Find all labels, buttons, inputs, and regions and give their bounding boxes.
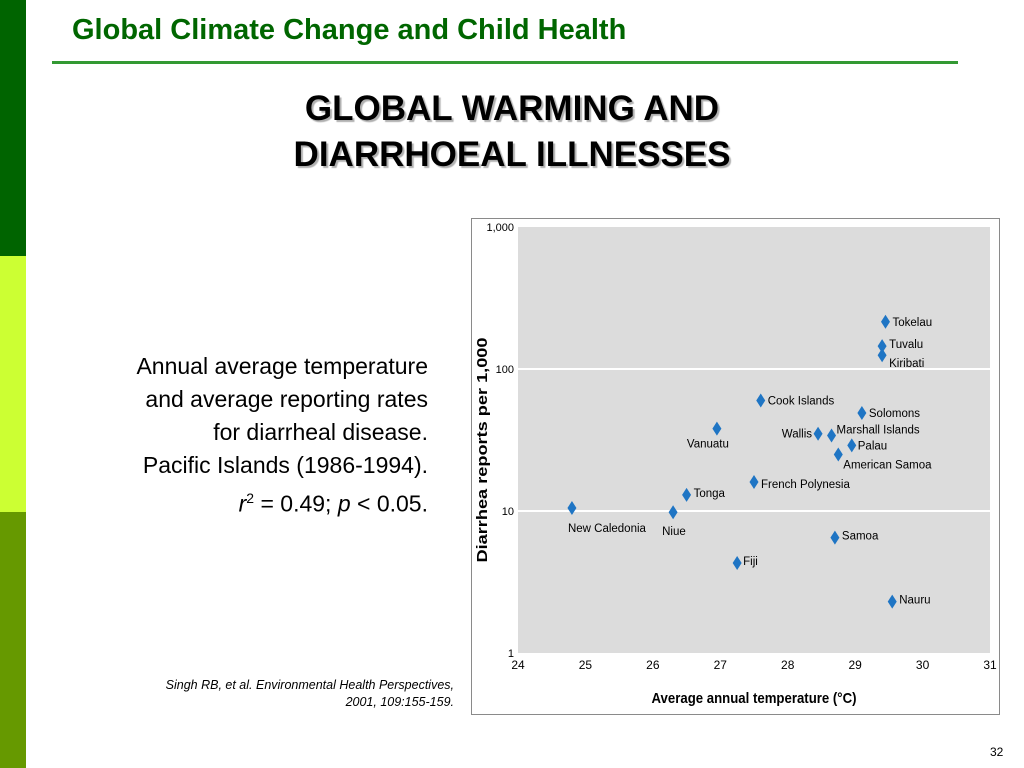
description-line4: Pacific Islands (1986-1994). [142, 452, 428, 478]
chart-description: Annual average temperature and average r… [40, 350, 428, 521]
data-label: Samoa [842, 531, 879, 543]
y-tick-label: 1 [508, 648, 514, 660]
x-tick-label: 25 [579, 658, 593, 672]
x-tick-label: 27 [714, 658, 728, 672]
x-tick-label: 24 [511, 658, 525, 672]
data-label: New Caledonia [568, 523, 647, 535]
data-label: Tuvalu [889, 339, 923, 351]
stat-r-exponent: 2 [246, 490, 255, 506]
data-point-tuvalu [877, 339, 887, 354]
data-label: Tonga [694, 488, 726, 500]
data-point-american-samoa [833, 447, 843, 462]
slide-title-line2: DIARRHOEAL ILLNESSES [293, 135, 731, 174]
data-label: American Samoa [843, 459, 932, 471]
x-axis-label: Average annual temperature (°C) [652, 690, 857, 707]
stat-p: p [337, 490, 351, 517]
sidebar-decoration [0, 0, 26, 768]
header-title: Global Climate Change and Child Health [72, 14, 627, 46]
stat-mid: = 0.49; [254, 490, 338, 517]
data-point-tokelau [880, 314, 890, 329]
data-point-nauru [887, 594, 897, 609]
data-point-tonga [682, 487, 692, 502]
plot-area [518, 227, 990, 653]
data-point-cook-islands [756, 393, 766, 408]
data-point-solomons [857, 405, 867, 420]
y-tick-label: 100 [496, 364, 514, 376]
x-tick-label: 26 [646, 658, 660, 672]
statistics-line: r2 = 0.49; p < 0.05. [40, 482, 428, 521]
data-label: French Polynesia [761, 479, 850, 491]
sidebar-band-olive [0, 512, 26, 768]
sidebar-band-lime [0, 256, 26, 512]
data-label: Palau [858, 440, 887, 452]
y-tick-label: 10 [502, 506, 514, 518]
data-point-vanuatu [712, 421, 722, 436]
x-tick-label: 30 [916, 658, 930, 672]
data-point-french-polynesia [749, 475, 759, 490]
data-label: Kiribati [889, 358, 924, 370]
data-point-niue [668, 505, 678, 520]
description-line1: Annual average temperature [136, 353, 428, 379]
citation-line2: 2001, 109:155-159. [345, 695, 454, 709]
data-point-samoa [830, 530, 840, 545]
data-label: Niue [662, 526, 686, 538]
data-point-palau [847, 438, 857, 453]
x-tick-label: 29 [848, 658, 862, 672]
data-point-fiji [732, 556, 742, 571]
data-label: Vanuatu [687, 439, 729, 451]
data-label: Wallis [782, 429, 812, 441]
data-label: Marshall Islands [837, 425, 920, 437]
sidebar-band-dark [0, 0, 26, 256]
data-point-new-caledonia [567, 500, 577, 515]
x-tick-label: 31 [983, 658, 997, 672]
stat-end: < 0.05. [350, 490, 428, 517]
data-label: Tokelau [892, 317, 932, 329]
data-point-kiribati [877, 348, 887, 363]
slide-title-line1: GLOBAL WARMING AND [304, 89, 720, 128]
scatter-chart-svg: 1 10 100 1,000 24 25 26 27 28 29 30 31 Average annua… [474, 222, 997, 707]
header-divider [52, 61, 958, 64]
stat-r: r [238, 490, 247, 517]
data-label: Cook Islands [768, 396, 835, 408]
slide-title: GLOBAL WARMING AND DIARRHOEAL ILLNESSES [200, 86, 824, 178]
y-tick-label: 1,000 [486, 222, 514, 234]
data-point-wallis [813, 426, 823, 441]
data-label: Solomons [869, 408, 920, 420]
y-axis-label: Diarrhea reports per 1,000 [474, 338, 491, 563]
description-line3: for diarrheal disease. [213, 419, 428, 445]
scatter-chart: 1 10 100 1,000 24 25 26 27 28 29 30 31 Average annua… [471, 218, 1000, 715]
data-point-marshall-islands [827, 428, 837, 443]
x-tick-label: 28 [781, 658, 795, 672]
data-label: Fiji [743, 556, 758, 568]
page-number: 32 [990, 745, 1004, 759]
citation-line1: Singh RB, et al. Environmental Health Pe… [165, 678, 454, 692]
data-label: Nauru [899, 595, 930, 607]
citation: Singh RB, et al. Environmental Health Pe… [60, 677, 454, 711]
description-line2: and average reporting rates [145, 386, 428, 412]
